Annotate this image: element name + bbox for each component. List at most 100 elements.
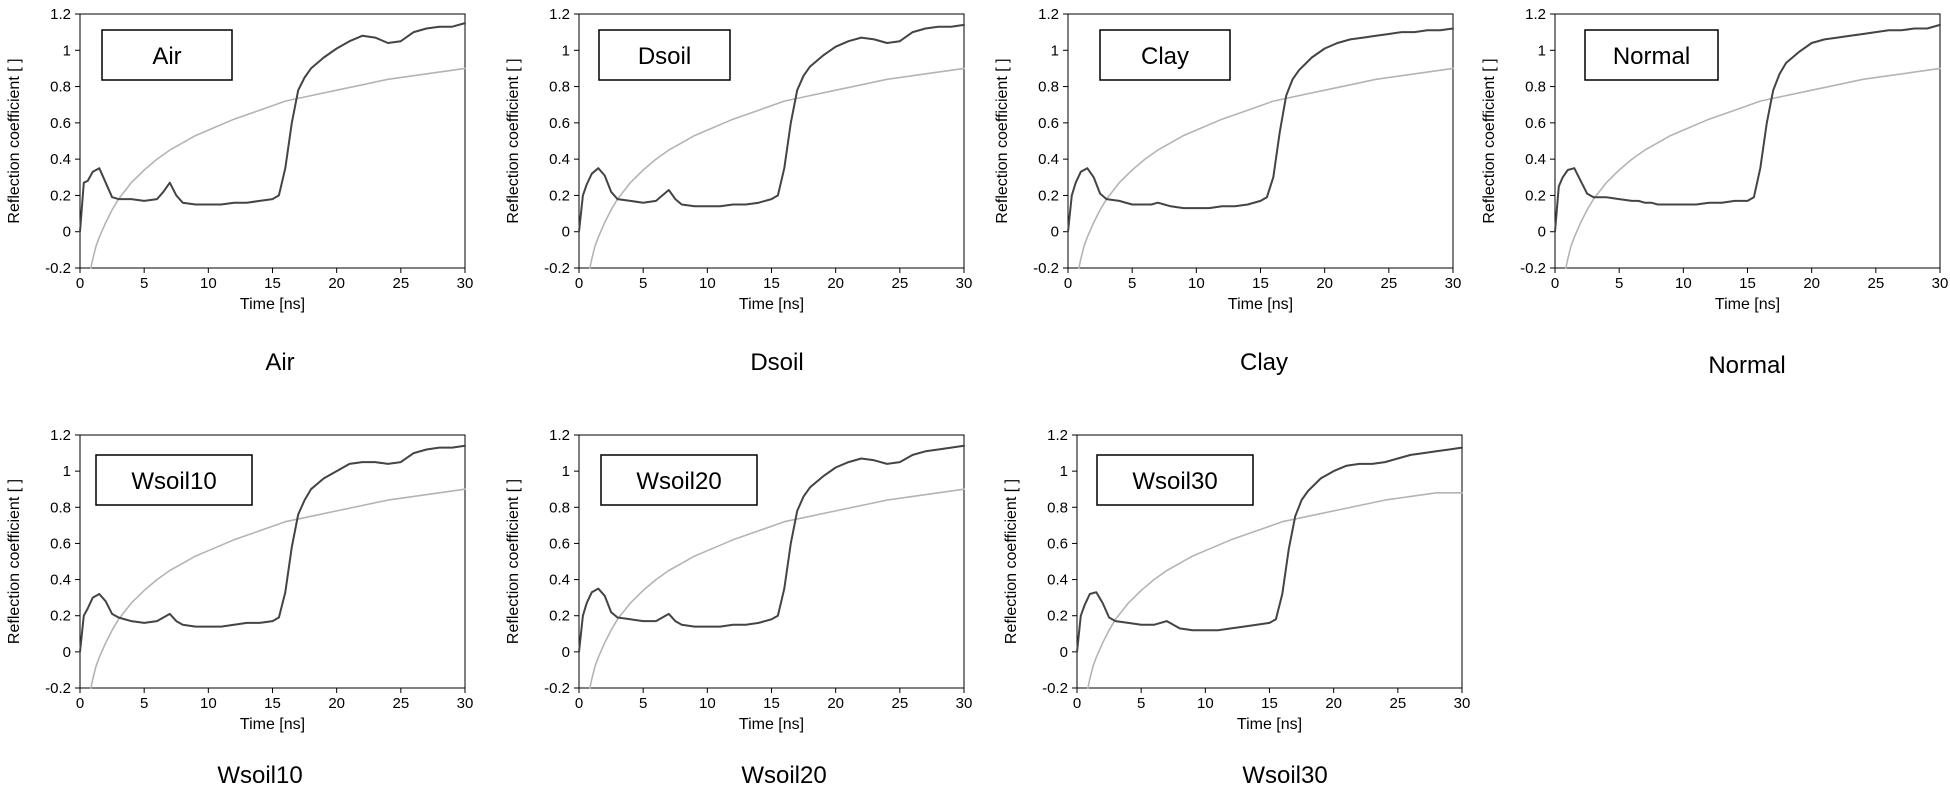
y-tick-label: 0.4	[1525, 151, 1546, 168]
panel-caption: Air	[265, 349, 294, 376]
panel-caption: Clay	[1240, 349, 1288, 376]
y-tick-label: 1.2	[50, 427, 71, 444]
x-axis-label: Time [ns]	[739, 716, 804, 733]
x-axis-label: Time [ns]	[240, 296, 305, 313]
x-axis-label: Time [ns]	[240, 716, 305, 733]
panel-caption: Dsoil	[750, 349, 803, 376]
panel-caption: Wsoil10	[217, 762, 302, 789]
series-line-measured	[79, 444, 466, 653]
panel-label-text: Clay	[1141, 43, 1189, 70]
x-tick-label: 20	[1325, 695, 1342, 712]
panel-label-box	[1099, 29, 1231, 81]
chart-panel-dsoil: -0.2 0 0.2 0.4 0.6 0.8 1 1.2 0 5 10 15 20 25 30 Time [n…	[505, 6, 972, 376]
y-tick-label: 0.8	[1047, 499, 1068, 516]
y-tick-label: 0.2	[50, 608, 71, 625]
series-line-measured	[1076, 446, 1463, 653]
panel-caption: Wsoil20	[741, 762, 826, 789]
y-tick-label: 1	[1051, 42, 1059, 59]
y-tick-label: 0.4	[549, 151, 570, 168]
y-tick-label: 0.4	[50, 572, 71, 589]
y-tick-label: 1.2	[549, 6, 570, 23]
x-tick-label: 15	[1261, 695, 1278, 712]
y-tick-label: 1	[562, 42, 570, 59]
y-tick-label: 0.6	[1038, 115, 1059, 132]
x-axis-label: Time [ns]	[1715, 296, 1780, 313]
x-tick-label: 30	[1932, 275, 1949, 292]
panel-label-box	[600, 454, 758, 506]
y-tick-label: 0.8	[50, 499, 71, 516]
y-tick-label: 1	[562, 463, 570, 480]
y-tick-label: 0	[1060, 644, 1068, 661]
x-tick-label: 15	[763, 695, 780, 712]
panel-label-text: Normal	[1613, 43, 1690, 70]
panel-label-box	[95, 454, 253, 506]
y-tick-label: 0.4	[549, 572, 570, 589]
y-tick-label: 0.6	[50, 535, 71, 552]
y-tick-label: 0	[562, 644, 570, 661]
x-tick-label: 30	[956, 695, 973, 712]
y-tick-label: 0.2	[1525, 187, 1546, 204]
y-tick-label: 0.6	[549, 535, 570, 552]
y-axis-label: Reflection coefficient [ ]	[505, 479, 522, 644]
panel-label-text: Dsoil	[638, 43, 691, 70]
y-axis-label: Reflection coefficient [ ]	[1481, 58, 1498, 223]
panel-label-text: Wsoil20	[636, 468, 721, 495]
x-tick-label: 20	[328, 695, 345, 712]
y-tick-label: -0.2	[1033, 260, 1059, 277]
x-tick-label: 10	[1197, 695, 1214, 712]
y-tick-label: 0	[1051, 224, 1059, 241]
y-tick-label: 0.4	[1038, 151, 1059, 168]
panel-caption: Wsoil30	[1242, 762, 1327, 789]
y-tick-label: 1	[1538, 42, 1546, 59]
x-axis-label: Time [ns]	[739, 296, 804, 313]
x-tick-label: 15	[1739, 275, 1756, 292]
x-tick-label: 5	[639, 695, 647, 712]
y-tick-label: 0.8	[1038, 79, 1059, 96]
series-line-measured	[578, 23, 965, 233]
series-line-reference	[589, 67, 965, 269]
y-tick-label: 0.2	[50, 187, 71, 204]
x-tick-label: 30	[457, 695, 474, 712]
x-tick-label: 10	[1675, 275, 1692, 292]
y-tick-label: 1.2	[1038, 6, 1059, 23]
panel-label-box	[101, 29, 233, 81]
x-axis-label: Time [ns]	[1237, 716, 1302, 733]
chart-panel-clay: -0.2 0 0.2 0.4 0.6 0.8 1 1.2 0 5 10 15 20 25 30 Time [n…	[994, 6, 1461, 376]
chart-panel-wsoil10: -0.2 0 0.2 0.4 0.6 0.8 1 1.2 0 5 10 15 20 25 30 Time [n…	[6, 427, 473, 789]
y-tick-label: 0.8	[1525, 79, 1546, 96]
y-tick-label: -0.2	[544, 680, 570, 697]
y-tick-label: 1	[1060, 463, 1068, 480]
x-tick-label: 25	[1389, 695, 1406, 712]
y-tick-label: 0.6	[1525, 115, 1546, 132]
y-tick-label: 0.6	[1047, 535, 1068, 552]
x-tick-label: 10	[200, 275, 217, 292]
x-tick-label: 5	[1128, 275, 1136, 292]
y-axis-label: Reflection coefficient [ ]	[6, 479, 23, 644]
chart-panel-wsoil20: -0.2 0 0.2 0.4 0.6 0.8 1 1.2 0 5 10 15 20 25 30 Time [n…	[505, 427, 972, 789]
y-tick-label: 1	[63, 463, 71, 480]
y-tick-label: 1	[63, 42, 71, 59]
series-line-reference	[1078, 67, 1454, 269]
series-line-reference	[90, 67, 466, 269]
y-tick-label: 0	[63, 644, 71, 661]
y-tick-label: 0	[562, 224, 570, 241]
x-tick-label: 25	[1867, 275, 1884, 292]
chart-panel-normal: -0.2 0 0.2 0.4 0.6 0.8 1 1.2 0 5 10 15 20 25 30 Time [n…	[1481, 6, 1948, 379]
x-tick-label: 20	[1803, 275, 1820, 292]
y-tick-label: 0.6	[50, 115, 71, 132]
y-tick-label: 0.2	[1038, 187, 1059, 204]
x-tick-label: 20	[1316, 275, 1333, 292]
y-tick-label: 1.2	[549, 427, 570, 444]
y-tick-label: 0.8	[50, 79, 71, 96]
panel-label-box	[1584, 29, 1719, 81]
x-tick-label: 5	[639, 275, 647, 292]
x-tick-label: 5	[140, 275, 148, 292]
x-tick-label: 30	[1454, 695, 1471, 712]
x-axis-label: Time [ns]	[1228, 296, 1293, 313]
y-axis-label: Reflection coefficient [ ]	[505, 58, 522, 223]
y-axis-label: Reflection coefficient [ ]	[994, 58, 1011, 223]
series-line-measured	[79, 22, 466, 233]
y-tick-label: 1.2	[1525, 6, 1546, 23]
x-tick-label: 20	[827, 275, 844, 292]
